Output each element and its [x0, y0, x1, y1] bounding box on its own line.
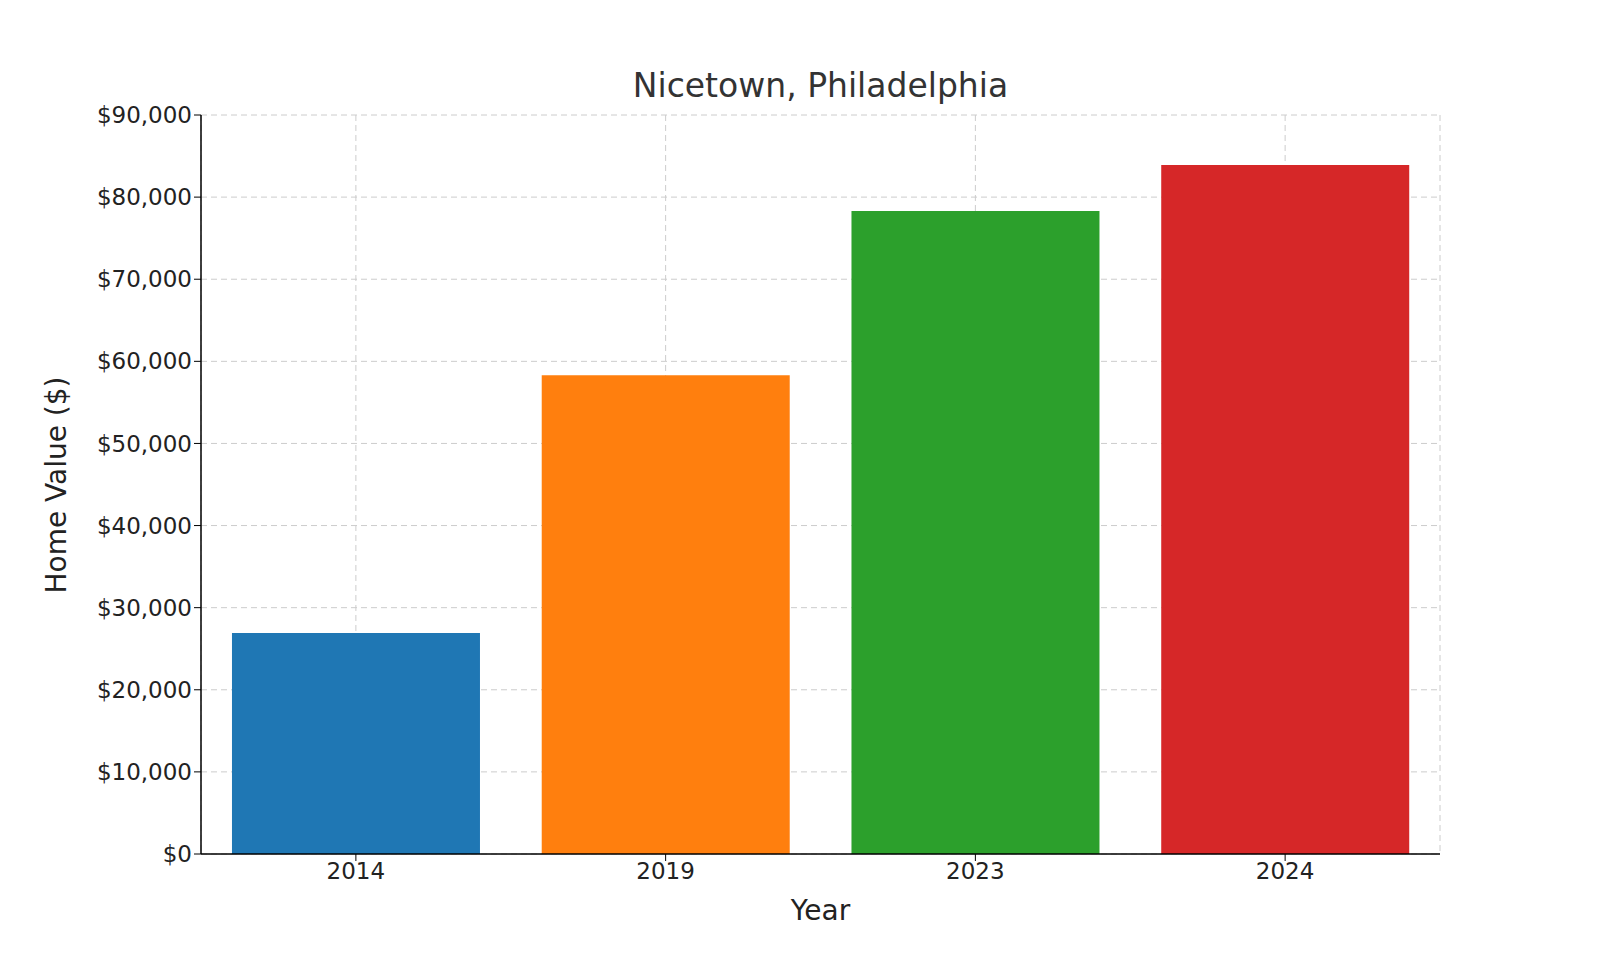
- html-text:Nicetown, Philadelphia: Nicetown, Philadelphia: [632, 66, 1009, 105]
- svg-text:$40,000: $40,000: [97, 513, 192, 539]
- svg-text:$60,000: $60,000: [97, 348, 192, 374]
- svg-text:$70,000: $70,000: [97, 266, 192, 292]
- svg-text:$20,000: $20,000: [97, 677, 192, 703]
- html-text:Year: Year: [790, 894, 851, 927]
- svg-text:$50,000: $50,000: [97, 431, 192, 457]
- svg-text:2014: 2014: [327, 858, 386, 884]
- svg-text:2024: 2024: [1256, 858, 1315, 884]
- svg-text:$0: $0: [163, 841, 192, 867]
- svg-text:$90,000: $90,000: [97, 102, 192, 128]
- html-text:Home Value ($): Home Value ($): [39, 376, 73, 593]
- svg-text:$30,000: $30,000: [97, 595, 192, 621]
- svg-text:2023: 2023: [946, 858, 1005, 884]
- svg-text:$10,000: $10,000: [97, 759, 192, 785]
- svg-text:2019: 2019: [636, 858, 695, 884]
- svg-text:$80,000: $80,000: [97, 184, 192, 210]
